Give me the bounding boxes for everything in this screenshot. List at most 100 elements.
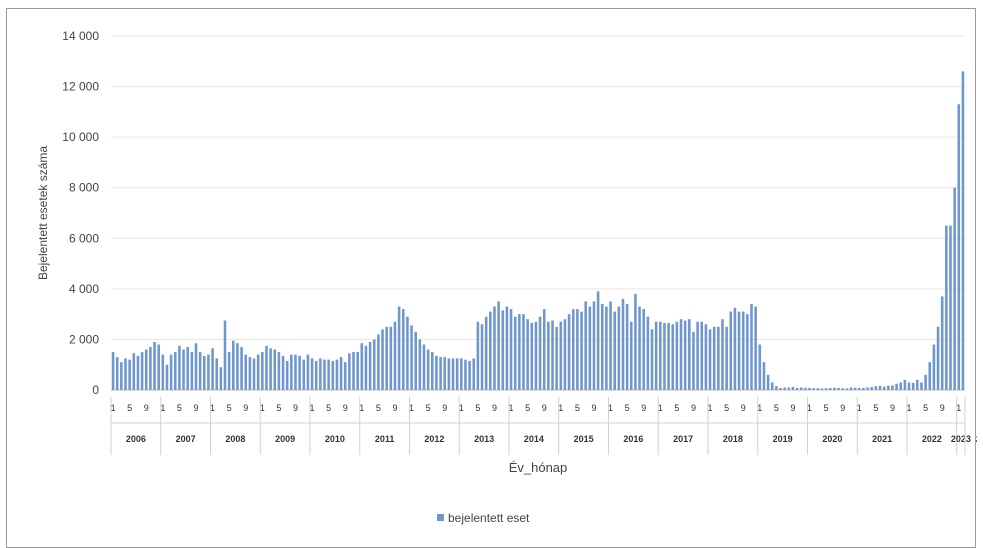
y-tick-label: 8 000 bbox=[69, 181, 99, 195]
bar bbox=[957, 104, 961, 391]
year-label: 2013 bbox=[474, 434, 494, 444]
bar bbox=[406, 316, 409, 390]
bar bbox=[770, 382, 774, 390]
bar bbox=[252, 358, 256, 390]
bar bbox=[215, 358, 218, 390]
bar bbox=[136, 355, 140, 390]
bar bbox=[290, 354, 293, 390]
bar bbox=[799, 387, 803, 390]
bar bbox=[791, 386, 795, 390]
bar bbox=[240, 347, 243, 390]
bar bbox=[202, 355, 206, 390]
y-tick-label: 0 bbox=[92, 383, 99, 397]
year-label: 2016 bbox=[623, 434, 643, 444]
bar bbox=[223, 320, 227, 390]
bar bbox=[476, 321, 480, 390]
bar bbox=[547, 321, 550, 390]
year-label: 2021 bbox=[872, 434, 892, 444]
year-label: 2024 bbox=[976, 434, 977, 444]
bar bbox=[787, 387, 791, 390]
bar bbox=[849, 387, 853, 390]
bar bbox=[696, 321, 699, 390]
bar bbox=[244, 354, 248, 390]
month-tick-label: 5 bbox=[376, 403, 381, 413]
bar bbox=[887, 385, 890, 390]
bar bbox=[480, 324, 484, 390]
month-tick-label: 9 bbox=[890, 403, 895, 413]
bar bbox=[489, 311, 492, 390]
month-tick-label: 1 bbox=[509, 403, 514, 413]
bar bbox=[841, 388, 844, 390]
month-tick-label: 5 bbox=[724, 403, 729, 413]
year-label: 2020 bbox=[822, 434, 842, 444]
bar bbox=[704, 324, 708, 390]
bar bbox=[567, 314, 571, 390]
bar bbox=[712, 326, 716, 390]
bar bbox=[920, 382, 923, 390]
bar bbox=[236, 343, 239, 390]
bar bbox=[584, 301, 587, 390]
bar bbox=[261, 352, 264, 390]
bar bbox=[617, 306, 621, 390]
bar bbox=[542, 309, 546, 390]
bar bbox=[178, 345, 181, 390]
bar bbox=[642, 309, 645, 390]
bar bbox=[961, 71, 965, 391]
month-tick-label: 5 bbox=[525, 403, 530, 413]
x-axis: 1 5 9 1 5 9 1 5 9 1 5 9 1 5 9 1 5 9 1 5 9 1 5 9 1 5 9 1 5 9 1 5 9 1 5 9 1 5 9 1… bbox=[110, 397, 977, 455]
bar bbox=[298, 355, 301, 390]
bar bbox=[688, 319, 691, 390]
bar bbox=[737, 311, 741, 390]
y-tick-label: 2 000 bbox=[69, 332, 99, 346]
bar bbox=[654, 321, 658, 390]
bar bbox=[924, 374, 927, 390]
bar bbox=[331, 360, 335, 390]
bar bbox=[285, 360, 289, 390]
month-tick-label: 1 bbox=[558, 403, 563, 413]
bar bbox=[115, 357, 119, 390]
month-tick-label: 9 bbox=[741, 403, 746, 413]
bar bbox=[816, 388, 820, 390]
bar bbox=[634, 293, 637, 390]
month-tick-label: 1 bbox=[160, 403, 165, 413]
bar bbox=[310, 358, 314, 390]
month-tick-label: 1 bbox=[310, 403, 315, 413]
bar bbox=[509, 309, 513, 390]
bar bbox=[368, 341, 372, 390]
bar bbox=[795, 387, 799, 390]
bar bbox=[522, 314, 525, 390]
bar bbox=[277, 352, 281, 390]
bar bbox=[157, 344, 160, 390]
bar bbox=[870, 386, 874, 390]
month-tick-label: 1 bbox=[956, 403, 961, 413]
month-tick-label: 5 bbox=[774, 403, 779, 413]
bar bbox=[460, 358, 463, 390]
year-label: 2023 bbox=[951, 434, 971, 444]
month-tick-label: 9 bbox=[691, 403, 696, 413]
bar bbox=[211, 348, 214, 390]
bar bbox=[410, 325, 413, 390]
bar bbox=[186, 347, 189, 390]
bar bbox=[128, 359, 131, 390]
bar bbox=[928, 362, 932, 390]
bar bbox=[559, 321, 563, 390]
bar bbox=[418, 339, 422, 390]
bar bbox=[173, 352, 177, 390]
month-tick-label: 1 bbox=[608, 403, 613, 413]
bar bbox=[314, 360, 318, 390]
bar bbox=[447, 358, 451, 390]
bar bbox=[273, 349, 277, 390]
legend-label: bejelentett eset bbox=[448, 511, 530, 525]
year-label: 2010 bbox=[325, 434, 345, 444]
bar bbox=[401, 309, 405, 390]
y-axis-label: Bejelentett esetek száma bbox=[36, 146, 50, 280]
month-tick-label: 1 bbox=[409, 403, 414, 413]
month-tick-label: 1 bbox=[260, 403, 265, 413]
bar bbox=[493, 306, 496, 390]
bar bbox=[621, 298, 625, 390]
year-label: 2018 bbox=[723, 434, 743, 444]
bar bbox=[439, 357, 442, 390]
bar bbox=[505, 306, 509, 390]
